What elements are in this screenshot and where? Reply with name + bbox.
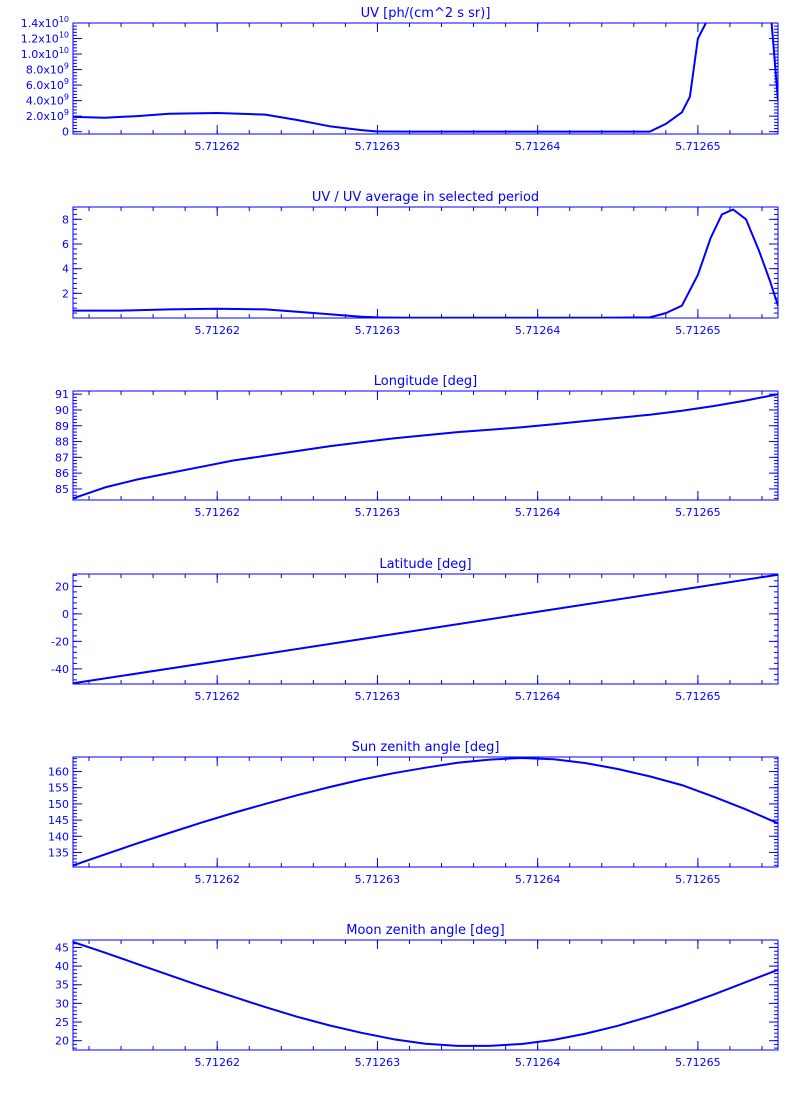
panel-title: UV [ph/(cm^2 s sr)] [361,6,491,21]
y-tick-label: 86 [55,467,69,480]
y-tick-label: 88 [55,436,69,449]
y-tick-label: 135 [48,846,69,859]
x-tick-label: 5.71265 [675,324,721,337]
y-tick-label: 85 [55,483,69,496]
y-tick-label: 6.0x109 [26,77,69,92]
y-tick-label: 4 [62,263,69,276]
plot-frame [72,573,779,685]
y-tick-label: 0 [62,126,69,139]
y-tick-label: 40 [55,960,69,973]
y-tick-label: -40 [51,663,69,676]
panel-6: Moon zenith angle [deg] 5.71262 5.71263 5.7… [55,923,779,1069]
series-line-1 [73,757,778,867]
panel-title: Latitude [deg] [379,557,471,572]
y-tick-label: 8 [62,213,69,226]
plot-frame [72,756,779,868]
x-tick-label: 5.71262 [194,873,240,886]
y-tick-label: 30 [55,997,69,1010]
y-tick-label: 1.4x1010 [21,15,69,30]
panel-1: UV [ph/(cm^2 s sr)] 5.71262 5.71263 5.71264… [21,6,779,153]
y-tick-label: 90 [55,404,69,417]
x-tick-label: 5.71263 [355,873,401,886]
series-line-1 [73,940,778,1047]
y-tick-label: 87 [55,451,69,464]
x-tick-label: 5.71265 [675,506,721,519]
y-tick-label: 20 [55,580,69,593]
y-tick-label: 1.2x1010 [21,31,69,46]
series-line-1 [73,393,778,500]
x-tick-label: 5.71262 [194,690,240,703]
panel-4: Latitude [deg] 5.71262 5.71263 5.71264 5.712… [51,557,779,703]
y-tick-label: 20 [55,1035,69,1048]
y-tick-label: 1.0x1010 [21,46,69,61]
y-tick-label: 6 [62,238,69,251]
y-tick-label: 2.0x109 [26,108,69,123]
panel-title: Sun zenith angle [deg] [352,740,500,755]
x-tick-label: 5.71263 [355,140,401,153]
plot-frame [72,206,779,319]
x-tick-label: 5.71264 [515,140,561,153]
x-tick-label: 5.71264 [515,690,561,703]
y-tick-label: 89 [55,420,69,433]
x-tick-label: 5.71264 [515,324,561,337]
y-tick-label: 91 [55,388,69,401]
series-line-1 [73,574,778,684]
x-tick-label: 5.71264 [515,873,561,886]
y-tick-label: 155 [48,782,69,795]
y-tick-label: 4.0x109 [26,93,69,108]
x-tick-label: 5.71265 [675,140,721,153]
x-tick-label: 5.71263 [355,506,401,519]
y-tick-label: 35 [55,979,69,992]
y-tick-label: -20 [51,635,69,648]
x-tick-label: 5.71265 [675,873,721,886]
plot-frame [72,22,779,135]
plot-frame [72,390,779,501]
y-tick-label: 150 [48,798,69,811]
x-tick-label: 5.71265 [675,1056,721,1069]
x-tick-label: 5.71262 [194,506,240,519]
x-tick-label: 5.71263 [355,324,401,337]
y-tick-label: 0 [62,608,69,621]
x-tick-label: 5.71265 [675,690,721,703]
x-tick-label: 5.71263 [355,1056,401,1069]
x-tick-label: 5.71262 [194,140,240,153]
y-tick-label: 45 [55,941,69,954]
y-tick-label: 140 [48,830,69,843]
x-tick-label: 5.71264 [515,1056,561,1069]
panel-3: Longitude [deg] 5.71262 5.71263 5.71264 5.71… [55,374,779,519]
plot-frame [72,939,779,1051]
y-tick-label: 25 [55,1016,69,1029]
y-tick-label: 145 [48,814,69,827]
panel-title: Moon zenith angle [deg] [346,923,504,938]
series-line-1 [73,23,707,133]
x-tick-label: 5.71262 [194,1056,240,1069]
panel-5: Sun zenith angle [deg] 5.71262 5.71263 5.71… [48,740,779,886]
y-tick-label: 160 [48,766,69,779]
x-tick-label: 5.71263 [355,690,401,703]
panel-2: UV / UV average in selected period 5.7126… [62,190,779,337]
panel-title: UV / UV average in selected period [312,190,539,205]
x-tick-label: 5.71262 [194,324,240,337]
panel-title: Longitude [deg] [374,374,477,389]
series-line-2 [770,23,778,101]
series-line-1 [73,208,778,318]
y-tick-label: 2 [62,287,69,300]
x-tick-label: 5.71264 [515,506,561,519]
y-tick-label: 8.0x109 [26,62,69,77]
